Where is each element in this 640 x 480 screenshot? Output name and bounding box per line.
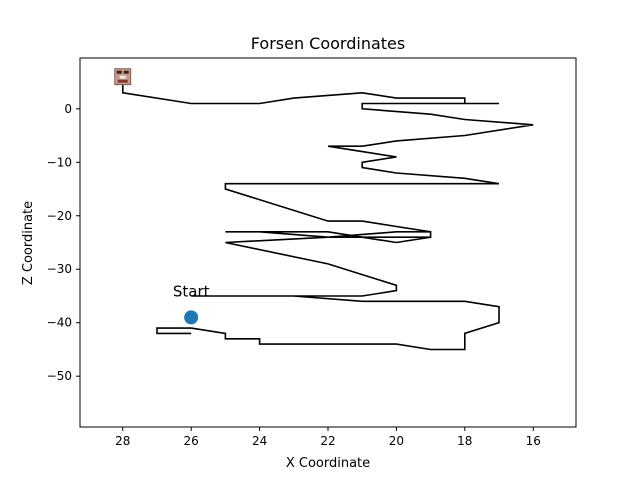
forsen-face-icon [114,68,132,86]
y-axis-label: Z Coordinate [21,201,36,285]
x-tick-label: 16 [526,434,541,448]
x-tick-label: 24 [252,434,267,448]
x-tick-label: 18 [457,434,472,448]
y-tick-label: 0 [64,102,72,116]
plot-area: Start [114,68,534,351]
x-tick-label: 26 [184,434,199,448]
start-label: Start [173,282,210,300]
y-tick-label: −40 [47,316,72,330]
y-tick-label: −50 [47,369,72,383]
x-tick-label: 22 [320,434,335,448]
y-tick-label: −20 [47,209,72,223]
path-line [122,76,534,351]
x-tick-label: 20 [389,434,404,448]
axes-frame [79,57,577,428]
x-tick-label: 28 [115,434,130,448]
chart-title: Forsen Coordinates [251,34,405,53]
y-tick-label: −10 [47,155,72,169]
start-point [184,310,199,325]
y-tick-label: −30 [47,262,72,276]
x-axis-label: X Coordinate [286,456,370,471]
axis-ticks: 28 26 24 22 20 18 16 0 −10 −20 −30 −40 −50 [47,102,541,448]
